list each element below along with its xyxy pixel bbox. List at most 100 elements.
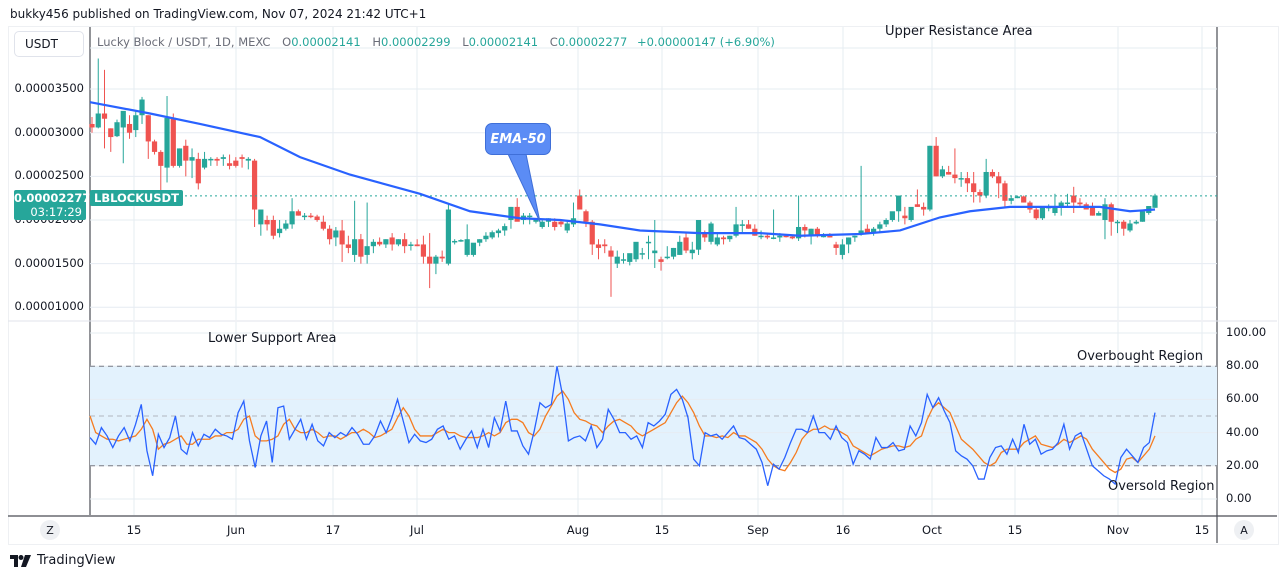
candle: [620, 253, 627, 264]
lower-support-label: Lower Support Area: [208, 331, 337, 346]
time-tick-label: Nov: [1106, 523, 1130, 537]
candle: [964, 171, 971, 193]
candle: [583, 209, 589, 227]
candle: [1114, 220, 1121, 234]
candle: [720, 235, 727, 245]
candle: [164, 96, 170, 183]
candle: [908, 206, 914, 222]
candle: [101, 69, 108, 149]
candle: [295, 209, 301, 216]
candle: [739, 220, 745, 234]
candle: [483, 232, 489, 242]
footer-brand: TradingView: [37, 553, 116, 568]
zoom-reset-button[interactable]: Z: [40, 520, 60, 540]
candle: [258, 209, 264, 236]
candle: [858, 165, 864, 236]
candle: [808, 228, 814, 245]
candle: [220, 154, 226, 166]
candle: [270, 215, 276, 240]
candle: [470, 242, 477, 257]
candle: [452, 239, 458, 245]
candle: [745, 220, 752, 229]
auto-scale-button[interactable]: A: [1234, 520, 1254, 540]
rsi-tick-label: 60.00: [1226, 391, 1259, 406]
candle: [170, 113, 176, 168]
candle: [564, 221, 570, 234]
candle: [939, 165, 945, 179]
candle: [314, 214, 320, 222]
candle: [151, 139, 158, 155]
candle: [427, 233, 433, 289]
candle: [414, 239, 420, 247]
time-tick-label: Aug: [566, 523, 590, 537]
candle: [952, 148, 958, 184]
candle: [695, 220, 702, 255]
ema-callout: EMA-50: [485, 123, 551, 155]
candle: [645, 235, 652, 260]
candle: [946, 165, 952, 175]
candle: [714, 233, 720, 247]
candle: [758, 230, 764, 240]
candle: [883, 218, 889, 227]
candle: [139, 96, 145, 124]
candle: [433, 254, 439, 275]
candle: [933, 137, 939, 177]
candle: [208, 157, 214, 166]
candle: [276, 220, 283, 238]
candle: [871, 226, 877, 236]
publisher-line: bukky456 published on TradingView.com, N…: [10, 7, 427, 21]
legend-open: 0.00002141: [291, 35, 361, 49]
candle: [364, 202, 370, 264]
candle: [614, 250, 620, 269]
candle: [327, 225, 333, 245]
candle: [477, 239, 483, 247]
candle: [1039, 206, 1046, 220]
candle: [358, 233, 364, 264]
candle: [383, 239, 389, 248]
candle: [189, 148, 195, 179]
candle: [251, 158, 258, 227]
candle: [1102, 198, 1108, 240]
candle: [996, 171, 1002, 199]
candle: [1033, 206, 1039, 220]
tradingview-logo-icon: [10, 554, 31, 567]
oversold-label: Oversold Region: [1108, 479, 1215, 494]
candle: [921, 202, 927, 216]
currency-button[interactable]: USDT: [14, 31, 84, 57]
candle: [133, 110, 139, 138]
candle: [664, 246, 670, 260]
last-price-tag: 0.00002277 03:17:29: [14, 190, 90, 220]
legend-close-key: C: [549, 35, 558, 49]
candle: [1064, 193, 1071, 207]
rsi-tick-label: 0.00: [1226, 491, 1252, 505]
candle: [345, 235, 351, 254]
candle: [489, 230, 495, 240]
tradingview-logo[interactable]: TradingView: [10, 553, 116, 568]
candle: [176, 148, 183, 168]
candle: [89, 116, 95, 133]
rsi-line: [89, 366, 1156, 486]
time-tick-label: 16: [835, 523, 851, 537]
candle: [1058, 200, 1064, 216]
rsi-tick-label: 20.00: [1226, 457, 1259, 472]
candle: [233, 157, 239, 168]
candle: [264, 215, 270, 231]
candle: [239, 154, 245, 168]
candle: [1002, 180, 1008, 207]
candle: [833, 241, 839, 255]
time-tick-label: 15: [1007, 523, 1023, 537]
candle: [201, 151, 208, 170]
legend-low: 0.00002141: [468, 35, 539, 49]
candle: [1052, 193, 1058, 216]
candle: [502, 223, 508, 236]
time-tick-label: 15: [126, 523, 142, 537]
candle: [245, 157, 251, 170]
candle: [514, 198, 520, 222]
candle: [971, 171, 977, 203]
candle: [214, 157, 220, 166]
price-tick-label: 0.00001500: [14, 255, 84, 270]
candle: [902, 206, 908, 225]
candle: [889, 211, 895, 222]
candle: [914, 189, 920, 207]
